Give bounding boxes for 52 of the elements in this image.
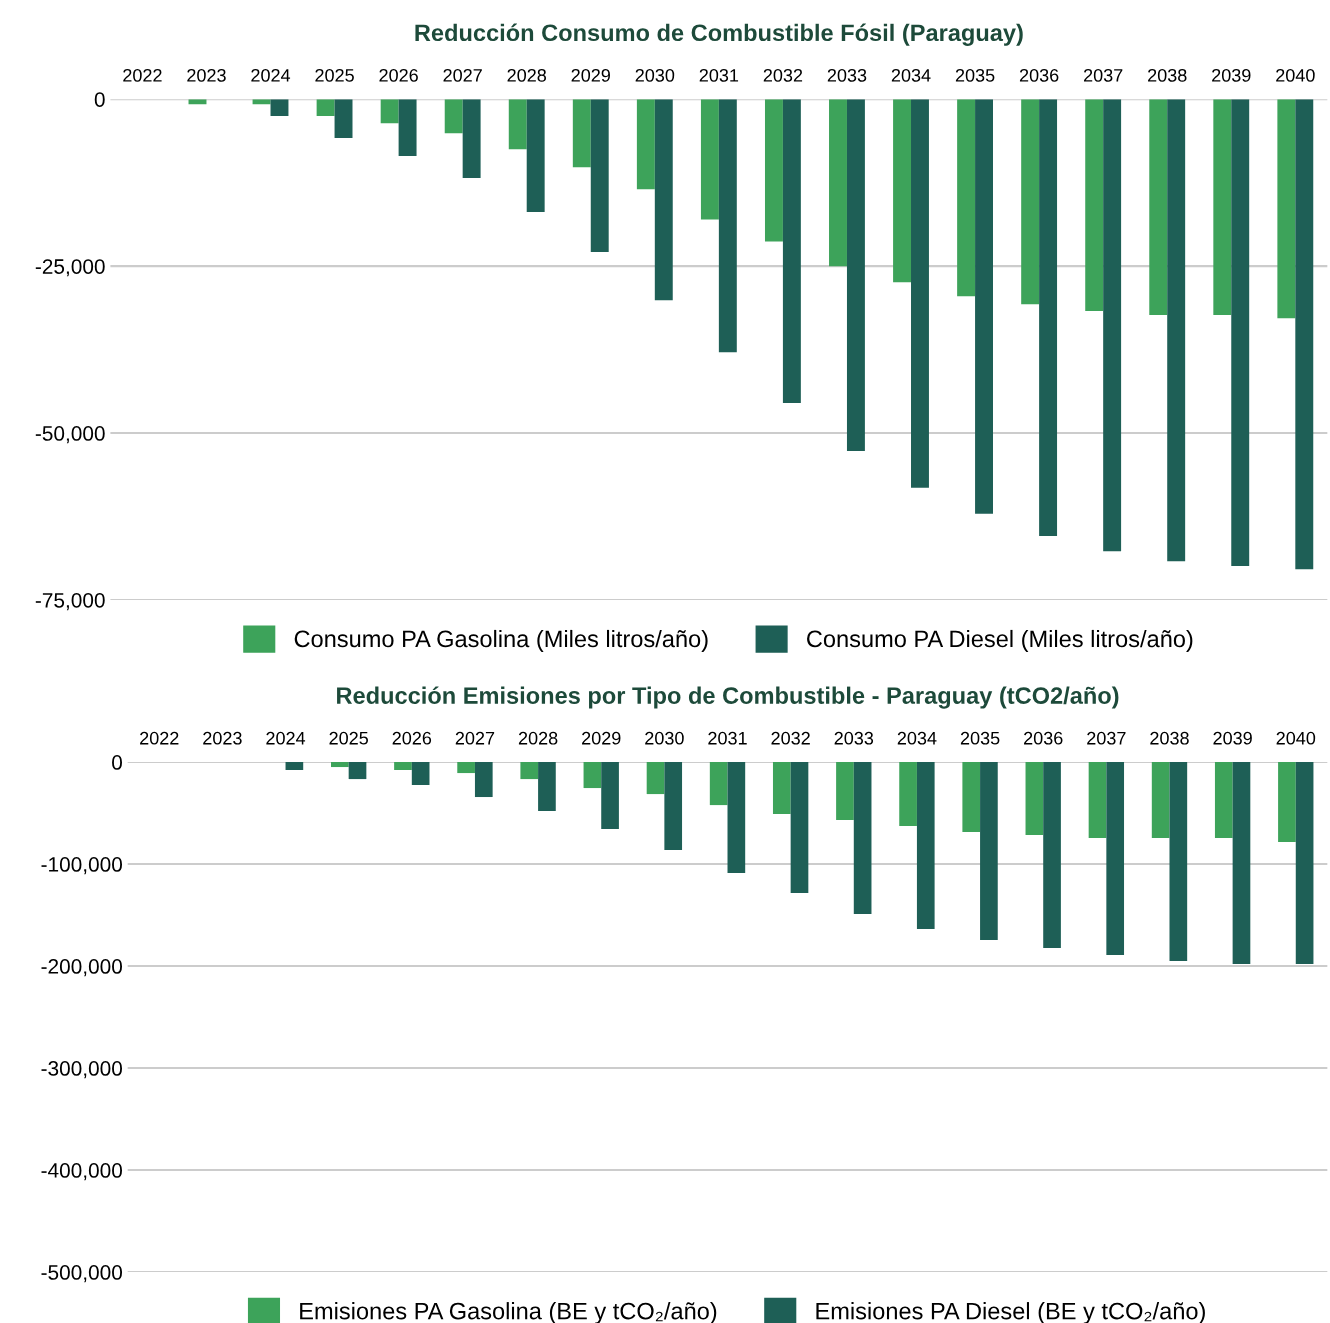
chart-title: Reducción Consumo de Combustible Fósil (Paraguay) (415, 23, 1023, 46)
x-tick-label: 2040 (1276, 731, 1316, 745)
x-tick-label: 2030 (635, 68, 675, 82)
x-tick-label: 2030 (645, 731, 684, 745)
x-tick-label: 2036 (1019, 68, 1059, 82)
x-tick-label: 2024 (251, 68, 291, 82)
x-tick-label: 2025 (329, 731, 368, 745)
x-tick-label: 2040 (1276, 68, 1315, 82)
x-tick-label: 2035 (960, 731, 1000, 745)
x-tick-label: 2031 (708, 731, 747, 745)
x-tick-label: 2033 (834, 731, 874, 745)
y-tick-label: 0 (94, 92, 105, 107)
x-tick-label: 2038 (1150, 731, 1189, 745)
x-tick-label: 2034 (897, 731, 937, 745)
x-tick-label: 2032 (771, 731, 810, 745)
y-tick-label: -100,000 (41, 857, 123, 875)
x-tick-label: 2037 (1083, 68, 1123, 82)
x-tick-label: 2039 (1213, 731, 1252, 745)
x-tick-label: 2029 (582, 731, 621, 745)
x-tick-label: 2023 (203, 731, 242, 745)
x-tick-label: 2034 (891, 68, 931, 82)
x-tick-label: 2022 (140, 731, 179, 745)
y-tick-label: -50,000 (35, 426, 105, 444)
x-tick-label: 2025 (315, 68, 354, 82)
x-tick-label: 2023 (187, 68, 226, 82)
legend-label: Consumo PA Diesel (Miles litros/año) (807, 629, 1193, 652)
y-tick-label: -300,000 (41, 1061, 123, 1079)
y-tick-label: -75,000 (35, 592, 105, 611)
x-tick-label: 2024 (266, 731, 306, 745)
x-tick-label: 2027 (443, 68, 482, 82)
y-tick-label: -200,000 (41, 959, 123, 977)
x-tick-label: 2035 (955, 68, 995, 82)
x-tick-label: 2031 (699, 68, 739, 82)
x-tick-label: 2033 (827, 68, 867, 82)
x-tick-label: 2037 (1087, 731, 1126, 745)
y-tick-label: -500,000 (41, 1265, 123, 1283)
chart-title: Reducción Emisiones por Tipo de Combustible - Paraguay (tCO2/año) (337, 686, 1119, 709)
x-tick-label: 2022 (123, 68, 162, 82)
y-tick-label: -25,000 (35, 259, 105, 277)
x-tick-label: 2038 (1148, 68, 1187, 82)
x-tick-label: 2032 (763, 68, 803, 82)
y-tick-label: 0 (112, 755, 123, 770)
legend-label: Consumo PA Gasolina (Miles litros/año) (294, 629, 708, 652)
x-tick-label: 2028 (518, 731, 558, 745)
y-tick-label: -400,000 (41, 1163, 123, 1181)
x-tick-label: 2027 (455, 731, 495, 745)
x-tick-label: 2026 (392, 731, 432, 745)
x-tick-label: 2036 (1024, 731, 1063, 745)
x-tick-label: 2026 (379, 68, 418, 82)
x-tick-label: 2029 (571, 68, 610, 82)
x-tick-label: 2039 (1212, 68, 1251, 82)
x-tick-label: 2028 (507, 68, 547, 82)
